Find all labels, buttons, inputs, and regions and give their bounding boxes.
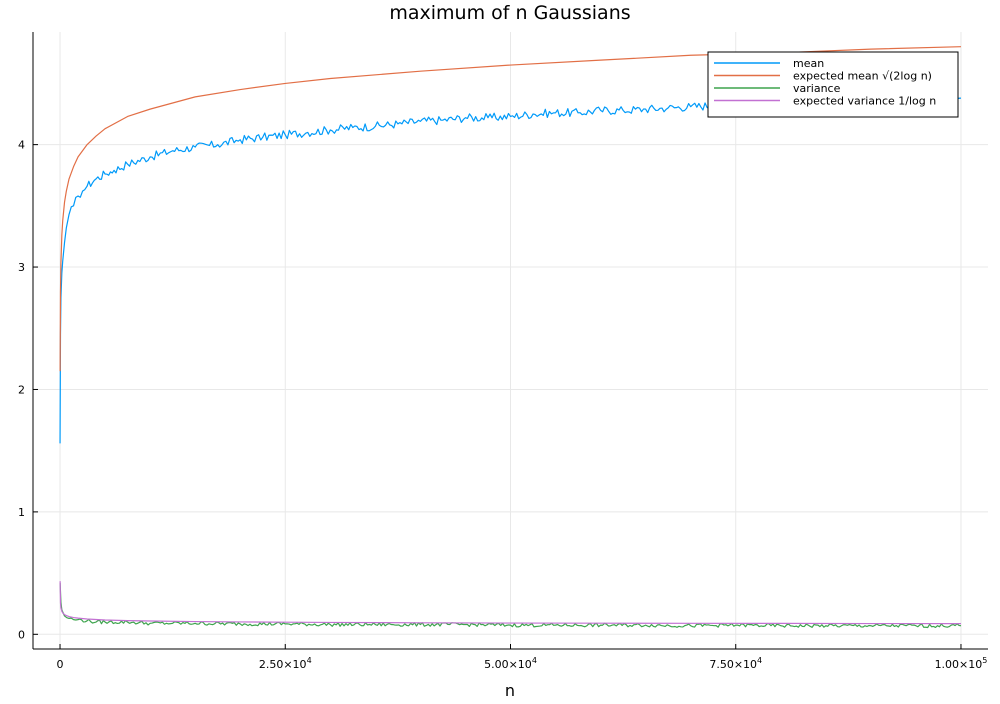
- y-tick-label: 4: [18, 139, 25, 152]
- x-tick-exponent: 5: [982, 656, 987, 665]
- x-tick-label: 2.50×104: [259, 656, 312, 671]
- x-axis-label: n: [505, 681, 515, 700]
- x-tick-label: 0: [57, 658, 64, 671]
- x-tick-exponent: 4: [757, 656, 762, 665]
- y-tick-label: 1: [18, 506, 25, 519]
- grid: [33, 32, 988, 649]
- x-tick-label: 5.00×104: [484, 656, 537, 671]
- x-tick-exponent: 4: [307, 656, 312, 665]
- y-tick-label: 0: [18, 628, 25, 641]
- legend-label-3: expected variance 1/log n: [793, 95, 936, 108]
- x-tick-label: 1.00×105: [935, 656, 988, 671]
- y-tick-label: 2: [18, 383, 25, 396]
- plot-area: [59, 46, 962, 629]
- legend-label-0: mean: [793, 57, 824, 70]
- x-tick-exponent: 4: [532, 656, 537, 665]
- x-tick-label: 7.50×104: [709, 656, 762, 671]
- y-tick-label: 3: [18, 261, 25, 274]
- tick-labels: 0 2.50×104 5.00×104 7.50×104 1.00×105 0 1 2 3 4: [18, 139, 987, 671]
- series-line-1: [59, 46, 961, 372]
- legend-label-1: expected mean √(2log n): [793, 70, 932, 83]
- series-line-3: [59, 581, 961, 625]
- legend-label-2: variance: [793, 82, 841, 95]
- chart-title: maximum of n Gaussians: [389, 2, 630, 24]
- series-line-2: [59, 582, 962, 629]
